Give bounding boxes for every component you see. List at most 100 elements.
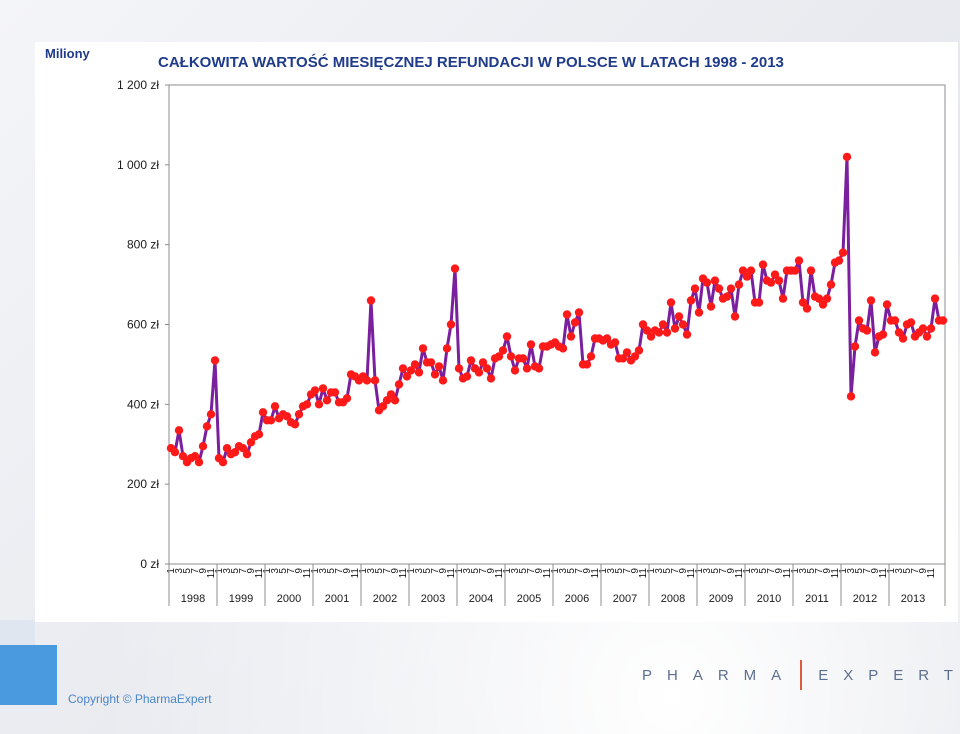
data-point [814, 294, 824, 303]
x-month-tick-label: 3 [174, 568, 185, 574]
x-year-label: 2002 [373, 593, 397, 605]
x-month-tick-label: 1 [502, 568, 513, 574]
data-point [394, 380, 404, 389]
x-year-label: 2013 [901, 593, 925, 605]
x-month-tick-label: 3 [510, 568, 521, 574]
x-month-tick-label: 1 [454, 568, 465, 574]
x-year-label: 2001 [325, 593, 349, 605]
x-month-tick-label: 9 [486, 568, 497, 574]
data-point [670, 324, 680, 333]
data-point [822, 294, 832, 303]
data-point [658, 320, 668, 329]
data-point [582, 360, 592, 369]
x-month-tick-label: 11 [878, 568, 889, 579]
data-point [258, 408, 268, 417]
data-point [678, 320, 688, 329]
data-point [854, 316, 864, 325]
logo-separator [800, 660, 803, 690]
data-point [770, 270, 780, 279]
data-point [526, 340, 536, 349]
data-point [246, 438, 256, 447]
data-point [686, 296, 696, 305]
data-point [618, 354, 628, 363]
data-point [938, 316, 948, 325]
y-tick-label: 1 000 zł [117, 158, 159, 172]
x-month-tick-label: 1 [310, 568, 321, 574]
x-month-tick-label: 1 [838, 568, 849, 574]
data-point [738, 266, 748, 275]
data-point [818, 300, 828, 309]
data-point [390, 396, 400, 405]
data-point [638, 320, 648, 329]
x-month-tick-label: 7 [190, 568, 201, 574]
data-point [926, 324, 936, 333]
data-point [210, 356, 220, 365]
data-point [254, 430, 264, 439]
x-month-tick-label: 3 [414, 568, 425, 574]
data-point [310, 386, 320, 395]
data-point [434, 362, 444, 371]
data-point [870, 348, 880, 357]
x-month-tick-label: 7 [766, 568, 777, 574]
x-month-tick-label: 7 [814, 568, 825, 574]
data-point [506, 352, 516, 361]
data-point [486, 374, 496, 383]
y-tick-label: 600 zł [127, 318, 159, 332]
data-point [774, 276, 784, 285]
x-month-tick-label: 5 [470, 568, 481, 574]
data-point [474, 368, 484, 377]
x-year-label: 2003 [421, 593, 445, 605]
data-point [198, 442, 208, 451]
data-point [406, 366, 416, 375]
x-month-tick-label: 9 [246, 568, 257, 574]
y-tick-label: 800 zł [127, 238, 159, 252]
data-point [238, 444, 248, 453]
line-chart: 0 zł 200 zł 400 zł 600 zł 800 zł 1 000 zł 1 20… [117, 78, 948, 606]
x-month-tick-label: 9 [438, 568, 449, 574]
data-point [558, 344, 568, 353]
x-year-label: 2004 [469, 593, 493, 605]
x-month-tick-label: 3 [462, 568, 473, 574]
data-point [518, 354, 528, 363]
x-month-tick-label: 5 [902, 568, 913, 574]
data-point [242, 450, 252, 459]
x-month-tick-label: 7 [526, 568, 537, 574]
data-point [570, 318, 580, 327]
data-point [378, 402, 388, 411]
data-point [414, 368, 424, 377]
x-month-tick-label: 11 [638, 568, 649, 579]
data-point [370, 376, 380, 385]
data-point [294, 410, 304, 419]
x-month-tick-label: 7 [862, 568, 873, 574]
x-month-tick-label: 1 [358, 568, 369, 574]
data-point [754, 298, 764, 307]
x-month-tick-label: 1 [694, 568, 705, 574]
x-month-tick-label: 7 [286, 568, 297, 574]
x-month-tick-label: 3 [558, 568, 569, 574]
chart-title: CAŁKOWITA WARTOŚĆ MIESIĘCZNEJ REFUNDACJI… [158, 54, 784, 71]
x-month-tick-label: 7 [478, 568, 489, 574]
x-month-tick-label: 3 [606, 568, 617, 574]
x-month-tick-label: 11 [254, 568, 265, 579]
x-year-label: 2009 [709, 593, 733, 605]
decorative-block-light [0, 620, 35, 645]
data-point [930, 294, 940, 303]
data-point [282, 412, 292, 421]
x-month-tick-label: 5 [374, 568, 385, 574]
x-month-tick-label: 9 [582, 568, 593, 574]
pharmaexpert-logo: PHARMA EXPERT [642, 660, 960, 690]
data-point [634, 346, 644, 355]
data-point [622, 348, 632, 357]
data-point [766, 278, 776, 287]
x-month-tick-label: 5 [854, 568, 865, 574]
data-point [522, 364, 532, 373]
data-point [714, 284, 724, 293]
x-month-tick-label: 11 [206, 568, 217, 579]
x-month-tick-label: 7 [718, 568, 729, 574]
x-year-label: 2005 [517, 593, 541, 605]
data-point [398, 364, 408, 373]
data-point [642, 326, 652, 335]
x-month-tick-label: 3 [894, 568, 905, 574]
data-point [454, 364, 464, 373]
x-month-tick-label: 9 [870, 568, 881, 574]
